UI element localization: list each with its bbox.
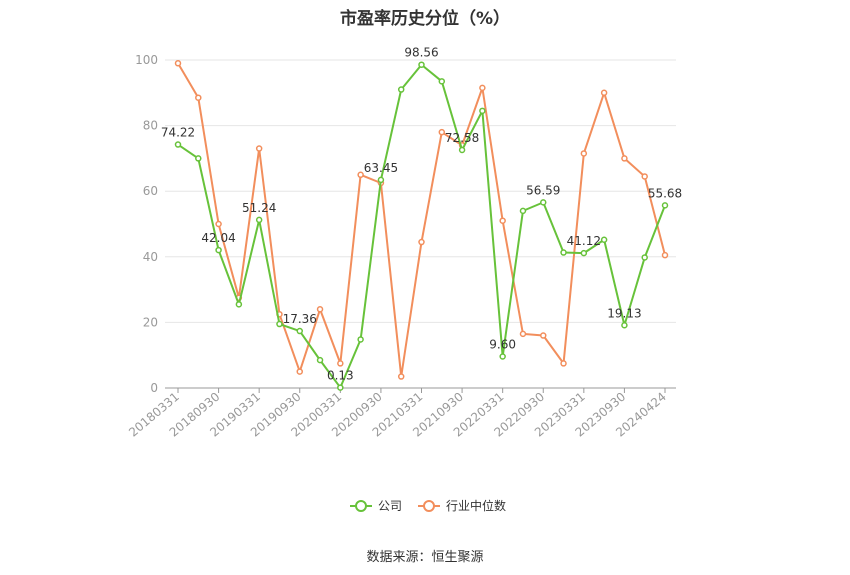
data-point-industry-median [296,368,303,375]
data-label: 0.13 [327,369,354,383]
series-line-industry-median [177,62,666,378]
data-point-industry-median [255,145,263,152]
y-tick-label: 20 [143,315,158,329]
data-point-company [479,107,486,115]
legend-label: 行业中位数 [446,498,506,513]
y-tick-label: 100 [135,53,158,67]
data-point-company [235,301,243,308]
data-label: 9.60 [489,338,516,352]
data-point-company [316,356,324,364]
data-point-company [357,336,364,343]
data-point-company [255,216,263,224]
data-label: 19.13 [607,306,641,320]
data-point-industry-median [499,217,506,224]
grid-layer [165,59,676,323]
data-point-industry-median [438,128,446,136]
legend[interactable]: 公司 行业中位数 [350,498,506,513]
data-point-company [276,320,283,328]
data-label-layer: 74.22 42.04 51.24 17.36 0.13 63.45 98.56 72.58 9… [161,46,682,383]
series-line-company [177,63,666,389]
legend-marker [355,500,367,512]
legend-item-company[interactable]: 公司 [350,499,402,513]
data-label: 41.12 [567,234,601,248]
data-point-company [560,249,567,256]
data-point-company [458,146,466,154]
y-tick-label: 0 [150,381,158,395]
data-point-company [661,202,669,209]
data-point-company [580,249,588,257]
data-point-company [621,322,628,329]
data-label: 63.45 [364,161,398,175]
data-point-company [499,353,506,360]
data-label: 55.68 [648,186,682,200]
y-tick-label: 80 [143,119,158,133]
data-point-industry-median [519,330,527,338]
source-note: 数据来源：恒生聚源 [366,550,484,565]
data-point-industry-median [316,306,324,313]
data-point-industry-median [479,84,486,92]
data-point-company [540,199,547,206]
data-point-industry-median [215,220,222,228]
data-point-industry-median [195,94,202,101]
data-point-company [215,246,222,254]
chart-title: 市盈率历史分位（%） [339,9,511,29]
data-point-company [418,61,425,68]
legend-marker [423,500,435,512]
data-point-industry-median [621,155,628,162]
y-tick-label: 60 [143,184,158,198]
legend-label: 公司 [378,499,402,513]
data-point-industry-median [397,373,405,380]
data-label: 74.22 [161,126,195,140]
data-point-industry-median [174,60,182,67]
data-point-industry-median [560,360,567,367]
data-point-industry-median [357,171,364,179]
data-point-company [337,384,344,391]
data-point-company [600,236,608,243]
data-point-industry-median [418,238,425,246]
data-point-company [296,327,303,335]
data-point-company [174,141,182,148]
data-label: 51.24 [242,201,276,215]
data-point-company [438,78,446,85]
data-point-company [397,86,405,93]
data-point-industry-median [580,150,588,157]
data-point-company [195,155,202,162]
data-point-industry-median [337,360,344,367]
data-label: 42.04 [201,231,235,245]
data-point-industry-median [540,332,547,339]
data-point-company [377,176,385,184]
data-point-company [519,207,527,215]
data-label: 17.36 [283,312,317,326]
data-point-industry-median [661,251,669,259]
data-label: 56.59 [526,183,560,197]
data-label: 72.58 [445,131,479,145]
series-layer [174,60,669,391]
data-label: 98.56 [404,46,438,60]
legend-item-industry-median[interactable]: 行业中位数 [418,498,506,513]
data-point-industry-median [641,173,648,180]
data-point-industry-median [600,89,608,97]
y-tick-label: 40 [143,250,158,264]
data-point-company [641,254,648,261]
